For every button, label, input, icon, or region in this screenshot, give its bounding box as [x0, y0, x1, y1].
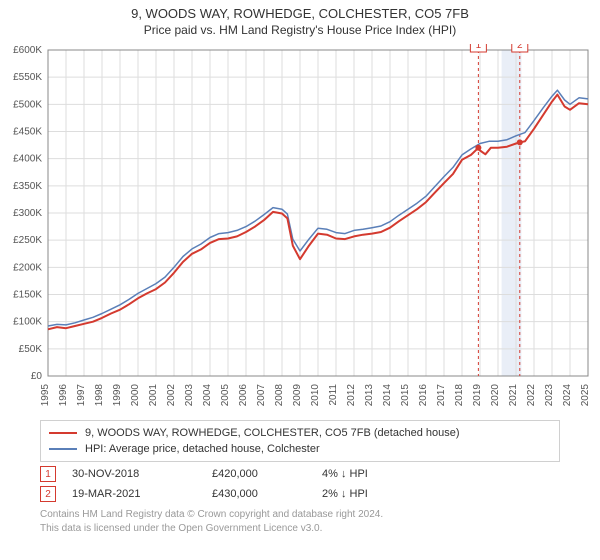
svg-text:2013: 2013: [364, 384, 375, 407]
marker-date: 19-MAR-2021: [72, 488, 212, 500]
svg-text:£0: £0: [31, 371, 43, 382]
legend-label: HPI: Average price, detached house, Colc…: [85, 443, 320, 455]
legend-swatch: [49, 448, 77, 450]
marker-delta: 4% ↓ HPI: [322, 468, 560, 480]
svg-text:2009: 2009: [292, 384, 303, 407]
marker-badge: 2: [40, 486, 56, 502]
svg-text:2: 2: [517, 44, 523, 51]
svg-text:2006: 2006: [238, 384, 249, 407]
svg-text:2002: 2002: [166, 384, 177, 407]
svg-text:2020: 2020: [490, 384, 501, 407]
svg-text:£450K: £450K: [13, 127, 42, 138]
svg-text:£50K: £50K: [19, 344, 43, 355]
chart-titles: 9, WOODS WAY, ROWHEDGE, COLCHESTER, CO5 …: [0, 0, 600, 37]
svg-text:2021: 2021: [508, 384, 519, 407]
svg-text:£550K: £550K: [13, 72, 42, 83]
svg-text:2008: 2008: [274, 384, 285, 407]
svg-text:£300K: £300K: [13, 208, 42, 219]
line-chart-svg: £0 £50K £100K £150K £200K £250K £300K £350K £400…: [0, 44, 600, 416]
svg-text:2023: 2023: [544, 384, 555, 407]
svg-text:£250K: £250K: [13, 235, 42, 246]
svg-text:2007: 2007: [256, 384, 267, 407]
svg-text:2015: 2015: [400, 384, 411, 407]
footer-line1: Contains HM Land Registry data © Crown c…: [40, 508, 560, 522]
svg-text:1995: 1995: [40, 384, 51, 407]
svg-text:1: 1: [476, 44, 482, 51]
svg-text:2017: 2017: [436, 384, 447, 407]
svg-text:2019: 2019: [472, 384, 483, 407]
footer-line2: This data is licensed under the Open Gov…: [40, 522, 560, 536]
marker-table: 1 30-NOV-2018 £420,000 4% ↓ HPI 2 19-MAR…: [40, 464, 560, 504]
svg-text:£400K: £400K: [13, 154, 42, 165]
svg-text:1996: 1996: [58, 384, 69, 407]
marker-badge-num: 2: [45, 489, 51, 500]
svg-text:2012: 2012: [346, 384, 357, 407]
marker-badge-num: 1: [45, 469, 51, 480]
legend-item: HPI: Average price, detached house, Colc…: [49, 441, 551, 457]
svg-text:2001: 2001: [148, 384, 159, 407]
marker-badge: 1: [40, 466, 56, 482]
svg-text:£200K: £200K: [13, 262, 42, 273]
svg-text:2025: 2025: [580, 384, 591, 407]
marker-date: 30-NOV-2018: [72, 468, 212, 480]
svg-text:£150K: £150K: [13, 290, 42, 301]
marker-delta: 2% ↓ HPI: [322, 488, 560, 500]
marker-row: 2 19-MAR-2021 £430,000 2% ↓ HPI: [40, 484, 560, 504]
title-line1: 9, WOODS WAY, ROWHEDGE, COLCHESTER, CO5 …: [0, 6, 600, 21]
svg-text:2005: 2005: [220, 384, 231, 407]
svg-text:1997: 1997: [76, 384, 87, 407]
svg-text:2022: 2022: [526, 384, 537, 407]
svg-text:2024: 2024: [562, 384, 573, 407]
legend-label: 9, WOODS WAY, ROWHEDGE, COLCHESTER, CO5 …: [85, 427, 460, 439]
svg-text:2014: 2014: [382, 384, 393, 407]
svg-text:£500K: £500K: [13, 99, 42, 110]
legend: 9, WOODS WAY, ROWHEDGE, COLCHESTER, CO5 …: [40, 420, 560, 462]
svg-text:2003: 2003: [184, 384, 195, 407]
svg-text:2018: 2018: [454, 384, 465, 407]
marker-price: £430,000: [212, 488, 322, 500]
svg-text:2004: 2004: [202, 384, 213, 407]
marker-price: £420,000: [212, 468, 322, 480]
title-line2: Price paid vs. HM Land Registry's House …: [0, 23, 600, 37]
svg-text:2016: 2016: [418, 384, 429, 407]
svg-text:2011: 2011: [328, 384, 339, 406]
chart-area: £0 £50K £100K £150K £200K £250K £300K £350K £400…: [0, 44, 600, 416]
marker-row: 1 30-NOV-2018 £420,000 4% ↓ HPI: [40, 464, 560, 484]
svg-text:£100K: £100K: [13, 317, 42, 328]
legend-swatch: [49, 432, 77, 434]
svg-text:2010: 2010: [310, 384, 321, 407]
svg-text:2000: 2000: [130, 384, 141, 407]
svg-text:1998: 1998: [94, 384, 105, 407]
svg-text:£350K: £350K: [13, 181, 42, 192]
svg-text:£600K: £600K: [13, 45, 42, 56]
legend-item: 9, WOODS WAY, ROWHEDGE, COLCHESTER, CO5 …: [49, 425, 551, 441]
footer-attribution: Contains HM Land Registry data © Crown c…: [40, 508, 560, 535]
svg-text:1999: 1999: [112, 384, 123, 407]
